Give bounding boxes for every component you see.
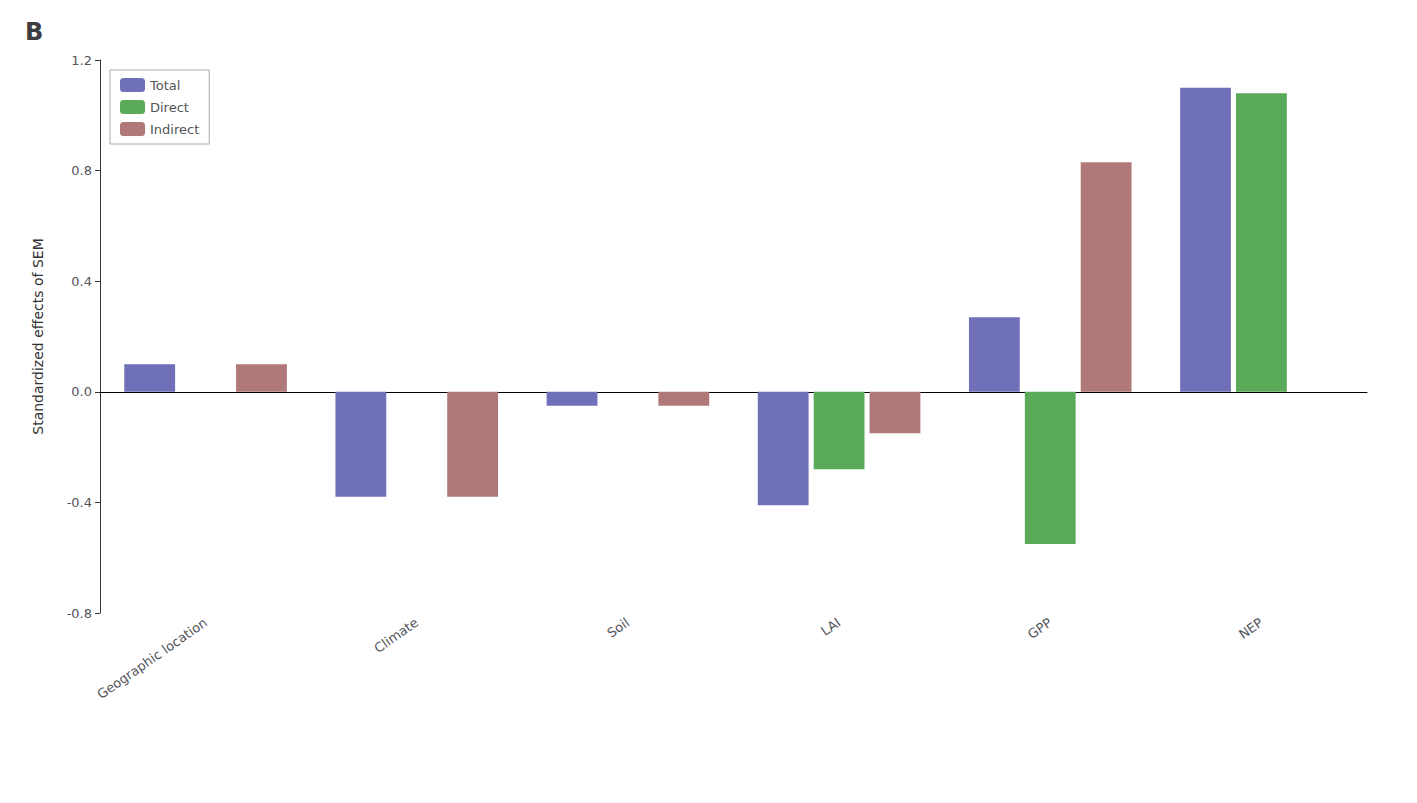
svg-text:Climate: Climate bbox=[371, 615, 421, 656]
svg-text:-0.4: -0.4 bbox=[67, 495, 92, 510]
svg-text:Total: Total bbox=[149, 78, 180, 93]
svg-text:NEP: NEP bbox=[1236, 615, 1266, 642]
svg-text:GPP: GPP bbox=[1025, 615, 1055, 642]
svg-text:LAI: LAI bbox=[818, 615, 843, 639]
svg-text:0.0: 0.0 bbox=[71, 384, 92, 399]
svg-text:0.4: 0.4 bbox=[71, 274, 92, 289]
svg-text:B: B bbox=[25, 18, 43, 46]
svg-text:1.2: 1.2 bbox=[71, 53, 92, 68]
svg-text:Standardized effects of SEM: Standardized effects of SEM bbox=[30, 238, 46, 434]
svg-text:Soil: Soil bbox=[604, 615, 632, 641]
svg-text:Indirect: Indirect bbox=[150, 122, 199, 137]
svg-text:Geographic location: Geographic location bbox=[94, 615, 210, 702]
svg-text:0.8: 0.8 bbox=[71, 163, 92, 178]
svg-text:-0.8: -0.8 bbox=[67, 606, 92, 621]
svg-text:Direct: Direct bbox=[150, 100, 189, 115]
